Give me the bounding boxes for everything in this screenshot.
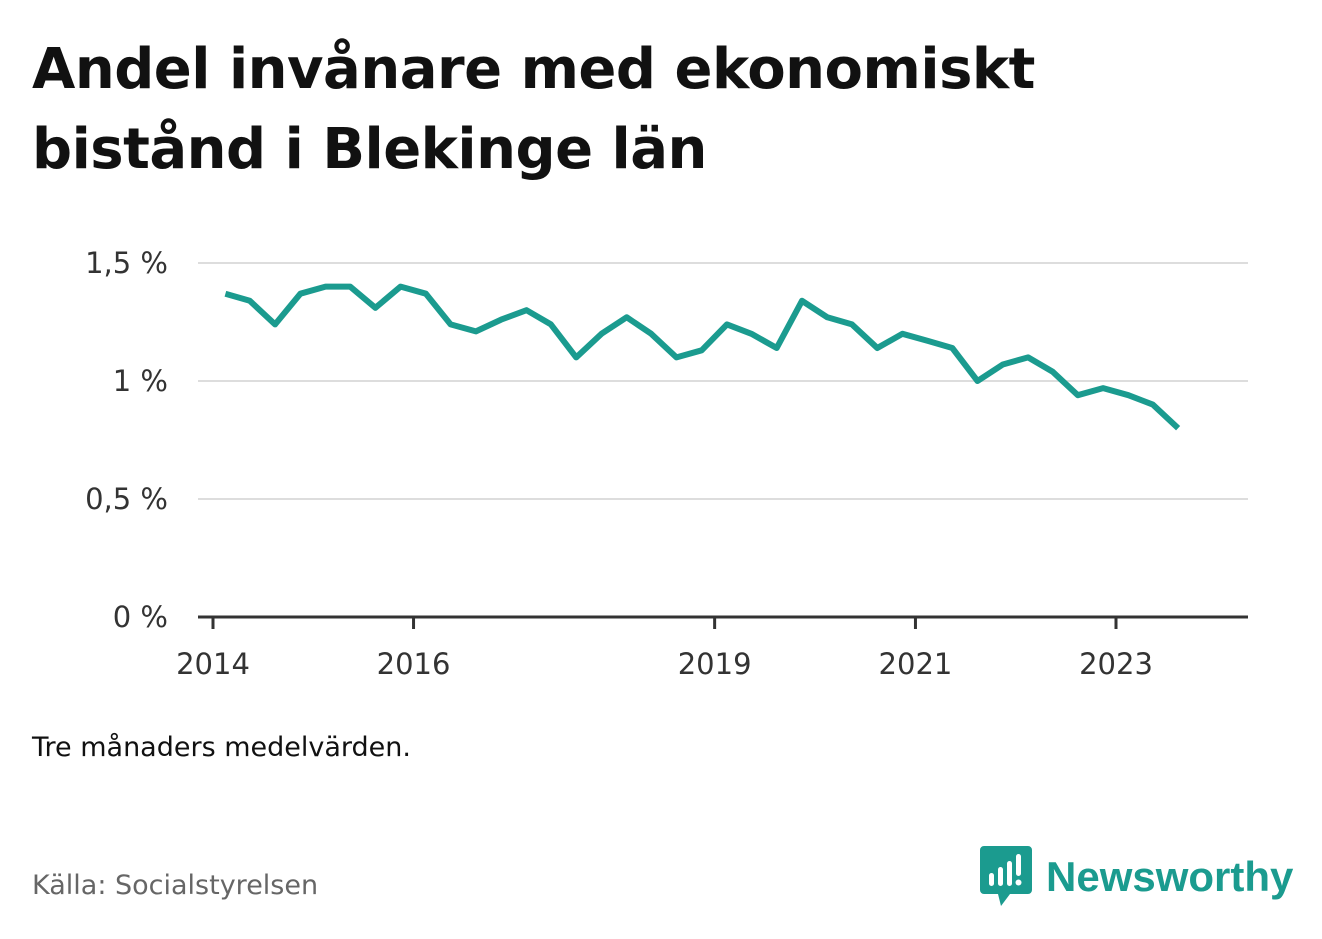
y-tick-label: 0,5 %	[85, 482, 168, 516]
x-tick-label: 2016	[377, 647, 451, 681]
line-chart: 0 % 0,5 % 1 % 1,5 % 2014 2016 2019 2021 2023	[85, 246, 1248, 681]
y-tick-label: 1 %	[113, 364, 168, 398]
x-tick-label: 2019	[678, 647, 752, 681]
newsworthy-logo[interactable]: Newsworthy	[980, 846, 1293, 908]
x-axis	[198, 615, 1248, 629]
source-credit: Källa: Socialstyrelsen	[32, 870, 319, 901]
x-tick-label: 2021	[879, 647, 953, 681]
y-axis-labels: 0 % 0,5 % 1 % 1,5 %	[85, 246, 168, 634]
x-tick-label: 2014	[176, 647, 250, 681]
x-axis-labels: 2014 2016 2019 2021 2023	[176, 647, 1153, 681]
series-line	[224, 283, 1181, 431]
chart-note: Tre månaders medelvärden.	[32, 732, 411, 763]
series-layer	[224, 283, 1181, 431]
chart-title: Andel invånare med ekonomiskt bistånd i …	[32, 37, 1035, 182]
brand-name: Newsworthy	[1046, 853, 1294, 900]
grid-lines	[198, 262, 1248, 500]
x-tick-label: 2023	[1079, 647, 1153, 681]
newsworthy-logo-icon	[980, 846, 1032, 906]
y-tick-label: 0 %	[113, 600, 168, 634]
y-tick-label: 1,5 %	[85, 246, 168, 280]
